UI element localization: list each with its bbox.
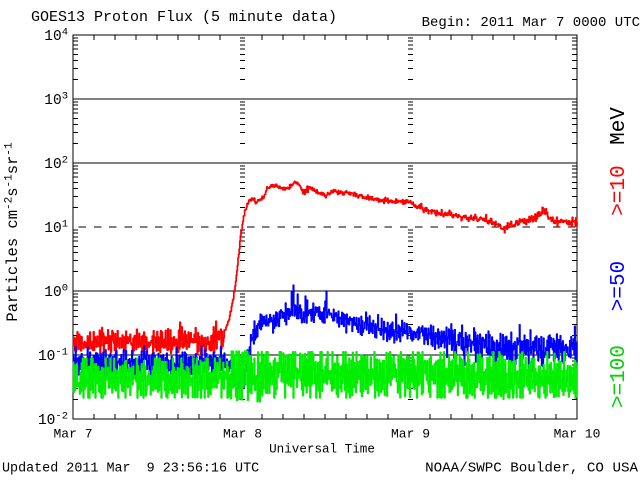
svg-text:>=100: >=100 (608, 345, 631, 408)
svg-text:MeV: MeV (608, 107, 631, 145)
svg-text:Mar 10: Mar 10 (554, 427, 601, 442)
svg-text:Begin: 2011 Mar 7 0000 UTC: Begin: 2011 Mar 7 0000 UTC (422, 15, 640, 31)
svg-text:Updated 2011 Mar 9 23:56:16 U: Updated 2011 Mar 9 23:56:16 UTC (2, 462, 259, 477)
svg-text:>=10: >=10 (608, 165, 631, 215)
svg-text:Universal Time: Universal Time (269, 443, 375, 457)
svg-text:NOAA/SWPC Boulder, CO USA: NOAA/SWPC Boulder, CO USA (425, 461, 638, 477)
svg-text:GOES13 Proton Flux (5 minute d: GOES13 Proton Flux (5 minute data) (31, 9, 337, 26)
svg-text:Mar 7: Mar 7 (53, 427, 92, 442)
svg-text:>=50: >=50 (608, 261, 631, 311)
svg-text:Mar 8: Mar 8 (223, 427, 262, 442)
svg-text:Particles cm-2s-1sr-1: Particles cm-2s-1sr-1 (4, 142, 23, 322)
svg-text:Mar 9: Mar 9 (391, 427, 430, 442)
